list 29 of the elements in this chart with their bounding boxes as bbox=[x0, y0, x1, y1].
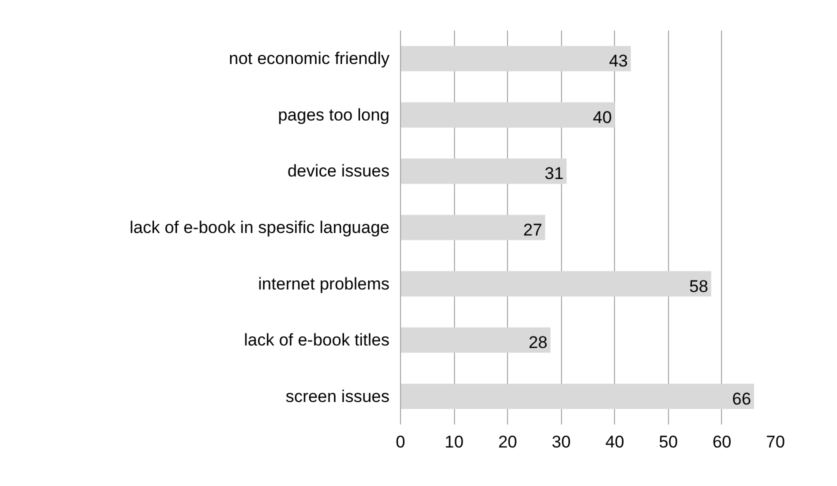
x-tick-label: 70 bbox=[766, 432, 785, 452]
bar bbox=[400, 271, 712, 296]
bar bbox=[400, 102, 615, 128]
y-tick-label: device issues bbox=[287, 162, 390, 181]
data-label: 31 bbox=[544, 164, 564, 184]
y-tick-label: pages too long bbox=[278, 105, 390, 124]
y-tick-label: screen issues bbox=[286, 386, 390, 406]
data-label: 40 bbox=[592, 108, 612, 127]
y-tick-label: lack of e-book in spesific language bbox=[130, 218, 390, 237]
x-tick-label: 60 bbox=[712, 432, 732, 452]
bar bbox=[400, 214, 546, 240]
bar bbox=[400, 384, 754, 410]
x-tick-label: 0 bbox=[396, 432, 406, 452]
x-tick-label: 30 bbox=[552, 432, 571, 452]
data-label: 58 bbox=[689, 276, 708, 296]
y-tick-label: internet problems bbox=[258, 274, 390, 294]
y-tick-label: not economic friendly bbox=[228, 49, 390, 68]
bar bbox=[400, 46, 631, 72]
bar bbox=[400, 158, 567, 184]
data-label: 66 bbox=[732, 389, 752, 408]
x-tick-label: 20 bbox=[498, 432, 518, 452]
x-tick-label: 50 bbox=[658, 432, 678, 452]
x-tick-label: 40 bbox=[605, 432, 624, 452]
y-tick-label: lack of e-book titles bbox=[244, 330, 390, 350]
data-label: 28 bbox=[528, 333, 548, 352]
data-label: 43 bbox=[608, 52, 628, 71]
data-label: 27 bbox=[523, 220, 542, 240]
bar bbox=[400, 327, 550, 353]
x-tick-label: 10 bbox=[444, 432, 464, 452]
